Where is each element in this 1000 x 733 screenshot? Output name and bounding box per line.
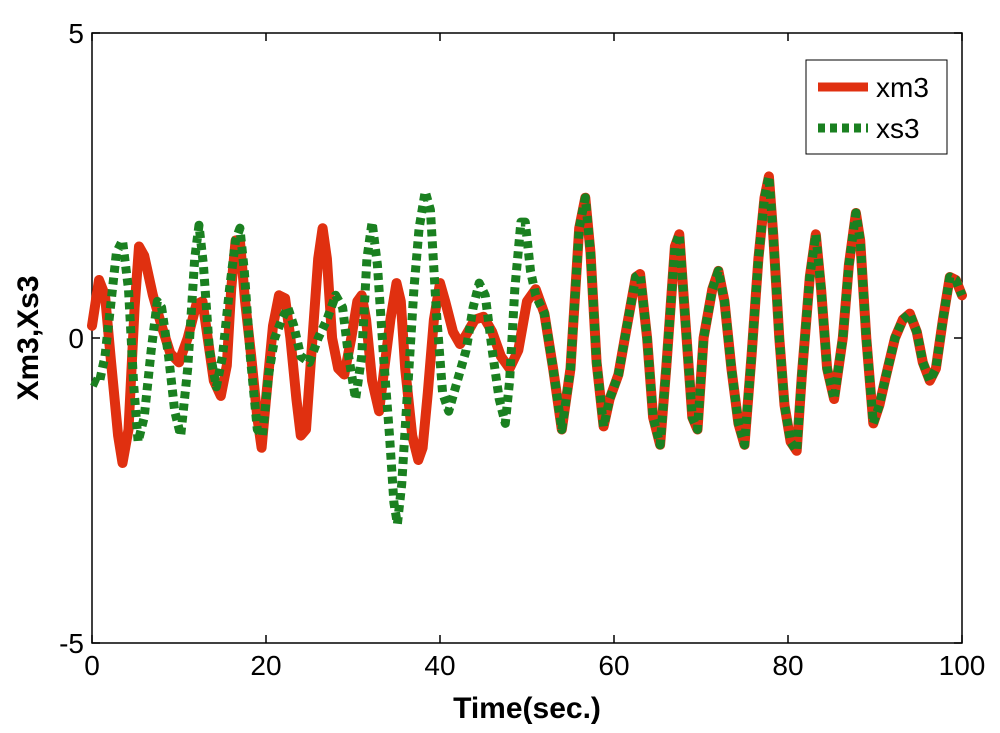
x-tick-label: 0: [84, 650, 100, 681]
legend-label-xs3: xs3: [876, 113, 920, 144]
legend-box: [805, 59, 948, 155]
tick-layer: 0 20 40 60 80 100-505: [59, 18, 985, 681]
legend-label-xm3: xm3: [876, 72, 929, 103]
x-tick-label: 60: [598, 650, 629, 681]
y-axis-label: Xm3,Xs3: [12, 275, 45, 400]
x-tick-label: 40: [424, 650, 455, 681]
x-tick-label: 80: [772, 650, 803, 681]
series-layer: [87, 171, 967, 529]
x-axis-label: Time(sec.): [453, 692, 601, 725]
y-tick-label: 0: [68, 323, 84, 354]
series-line-xs3: [90, 171, 967, 529]
x-tick-label: 20: [250, 650, 281, 681]
y-tick-label: -5: [59, 628, 84, 659]
y-tick-label: 5: [68, 18, 84, 49]
legend: xm3 xs3: [805, 59, 948, 155]
x-tick-label: 100: [939, 650, 986, 681]
